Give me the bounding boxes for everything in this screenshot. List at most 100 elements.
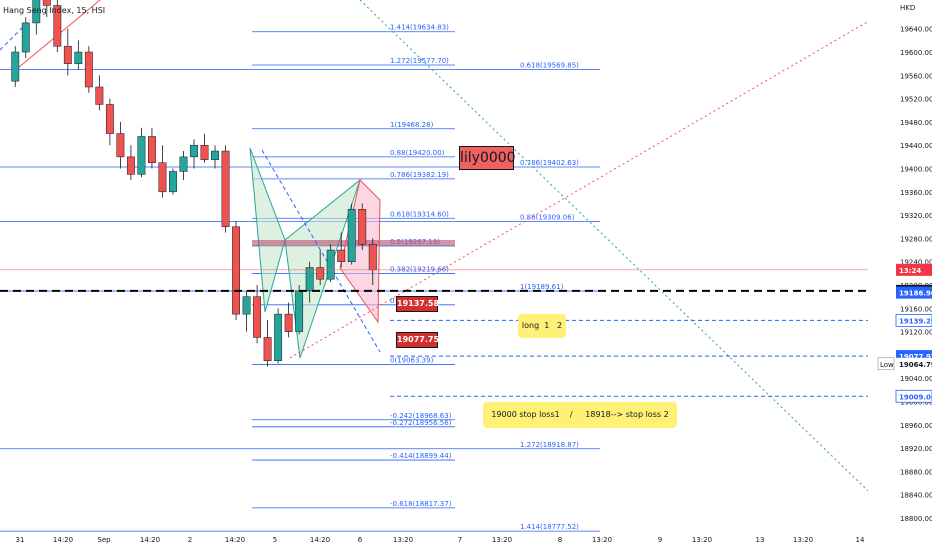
fib-label-left: 0.786(19382.19) [390,171,449,179]
candle-body [253,296,262,338]
fib-label-right: 1.414(18777.52) [520,523,579,531]
fib-label-left: -0.618(18817.37) [390,500,452,508]
price-tag-label: 13:24 [899,267,921,275]
y-tick-label: 18920.00 [900,445,932,453]
candle-body [74,51,83,64]
candle-body [326,249,335,280]
candle-body [126,156,135,175]
candle-body [21,22,30,53]
price-tag-bg [895,389,932,403]
candle-body [42,0,51,6]
x-tick-label: 14:20 [310,536,330,544]
price-tag-bg [896,286,932,299]
y-tick-label: 19600.00 [900,49,932,57]
y-tick-label: 19360.00 [900,189,932,197]
price-tag-label: 19186.96 [899,290,932,298]
y-tick-label: 19400.00 [900,166,932,174]
harmonic-pattern [0,0,906,513]
currency-label: HKD [900,4,916,12]
y-tick-label: 18800.00 [900,515,932,523]
fib-label-right: 0.618(19569.85) [520,62,579,70]
x-tick-label: 6 [358,536,363,544]
low-badge [877,357,895,371]
candle-body [274,313,283,361]
candle-body [63,45,72,64]
fibonacci-levels: 1.414(19634.83) 1.272(19577.70) 1(19468.28… [0,24,600,532]
x-tick-label: 14:20 [225,536,245,544]
candle-body [53,5,62,47]
y-tick-label: 19480.00 [900,119,932,127]
candle-body [105,104,114,134]
x-tick-label: 13 [756,536,765,544]
x-tick-label: 2 [188,536,192,544]
y-tick-label: 19440.00 [900,142,932,150]
price-tag-bg [896,263,932,276]
note-long: long 1 2 [518,314,566,338]
price-tag-label: 19064.79 [899,361,932,369]
candle-body [211,150,219,161]
candle-body [158,162,167,193]
y-tick-label: 18880.00 [900,468,932,476]
candle-body [284,313,293,332]
fib-label-right: 1(19189.61) [520,283,564,291]
x-tick-label: 13:20 [592,536,612,544]
candle-body [232,226,240,315]
x-tick-label: 9 [658,536,662,544]
fib-label-right: 0.88(19309.06) [520,213,575,221]
horizontal-lines [0,269,868,397]
price-tags: 19189.9619186.9619139.2919077.9719064.79… [877,263,932,403]
x-tick-label: 14:20 [140,536,160,544]
y-tick-label: 18960.00 [900,422,932,430]
candle-body [347,209,356,262]
fib-label-right: 0.786(19402.63) [520,159,579,167]
y-tick-label: 19560.00 [900,72,932,80]
candle-body [190,144,198,158]
fib-label-left: 0 [390,297,394,305]
candle-body [221,150,230,228]
x-tick-label: 31 [16,536,25,544]
y-tick-label: 19120.00 [900,329,932,337]
candle-body [358,209,367,245]
fib-label-left: 0.88(19420.00) [390,149,445,157]
fib-label-left: 1.414(19634.83) [390,24,449,32]
candle-body [84,51,93,88]
price-tag-label: 19009.00 [899,393,932,401]
candle-body [368,243,377,271]
candle-body [137,136,146,175]
candle-body [179,156,188,172]
price-tag-bg [896,357,932,370]
y-tick-label: 19280.00 [900,235,932,243]
y-tick-label: 18840.00 [900,492,932,500]
x-tick-label: 8 [558,536,562,544]
fib-label-left: 0.382(19219.66) [390,266,449,274]
price-tag-label: 19077.97 [899,353,932,361]
candle-body [263,337,272,361]
x-tick-label: 7 [458,536,462,544]
candle-body [148,136,156,163]
candle-body [95,86,104,105]
price-tag-bg [895,313,932,327]
candle-body [116,133,125,158]
x-tick-label: 13:20 [692,536,712,544]
chart-title: Hang Seng Index, 15, HSI [3,6,106,15]
candle-body [316,267,325,280]
candle-body [200,144,209,161]
fib-label-left: 1.272(19577.70) [390,57,449,65]
watermark-box: lily0000 [459,146,516,170]
candle-body [337,249,346,262]
x-tick-label: 13:20 [492,536,512,544]
fib-label-left: -0.272(18956.56) [390,419,452,427]
time-axis[interactable]: 31 14:20 Sep 14:20 2 14:20 5 14:20 6 13:20 7 13:20 8… [16,536,865,544]
x-tick-label: Sep [97,536,111,544]
candle-body [11,51,20,82]
y-tick-label: 19320.00 [900,212,932,220]
y-tick-label: 19640.00 [900,26,932,34]
low-badge-label: Low [880,361,894,369]
fib-label-left: 0(19063.39) [390,357,434,365]
candle-body [295,290,304,332]
candle-body [32,0,41,24]
fib-label-left: -0.242(18968.63) [390,412,452,420]
target-label-2: 19077.75 [396,332,439,348]
note-stop-loss: 19000 stop loss1 / 18918--> stop loss 2 [483,402,677,428]
